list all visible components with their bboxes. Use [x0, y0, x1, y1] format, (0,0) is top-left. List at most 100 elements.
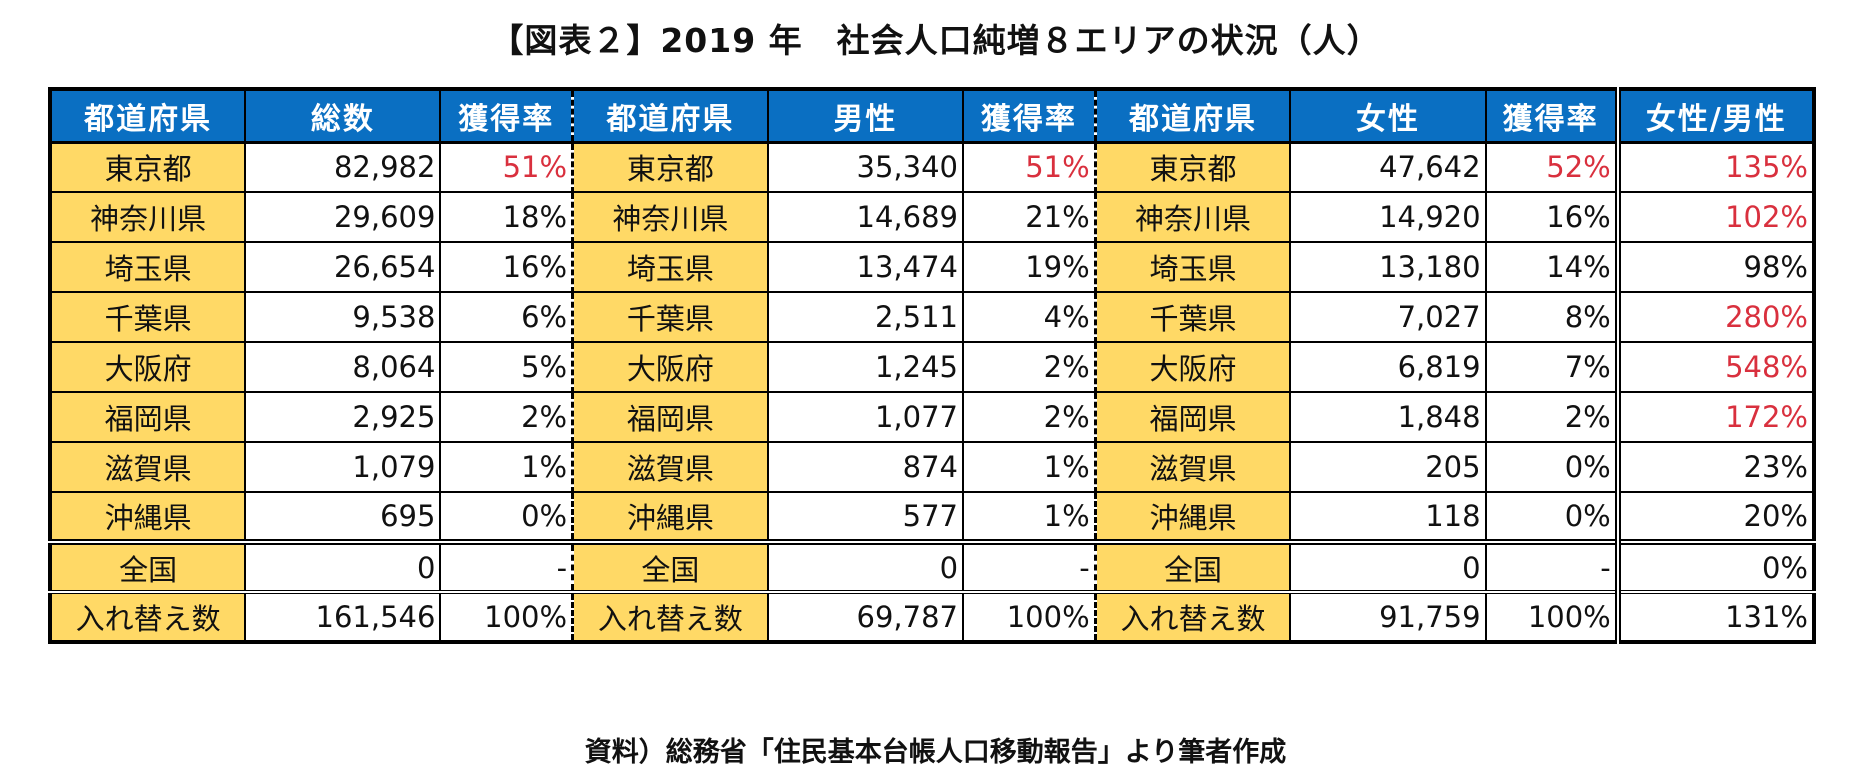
- header-cell: 総数: [244, 88, 442, 143]
- pref-cell: 千葉県: [1093, 291, 1292, 343]
- pref-cell: 千葉県: [48, 291, 247, 343]
- pref-cell: 大阪府: [48, 341, 247, 393]
- pref-cell: 神奈川県: [571, 191, 769, 243]
- male-cell: 14,689: [766, 191, 965, 243]
- header-cell: 獲得率: [962, 88, 1097, 143]
- pref-cell: 福岡県: [571, 391, 769, 443]
- female-rate-cell: -: [1484, 539, 1619, 593]
- header-cell: 女性/男性: [1614, 88, 1816, 143]
- total-rate-cell: 2%: [439, 391, 574, 443]
- pref-cell: 全国: [571, 539, 769, 593]
- female-cell: 14,920: [1289, 191, 1487, 243]
- female-cell: 6,819: [1289, 341, 1487, 393]
- total-rate-cell: 51%: [439, 140, 574, 193]
- female-rate-cell: 2%: [1484, 391, 1619, 443]
- male-rate-cell: 2%: [962, 391, 1097, 443]
- table-row: 滋賀県 1,079 1% 滋賀県 874 1% 滋賀県 205 0% 23%: [48, 441, 1816, 493]
- header-cell: 獲得率: [1484, 88, 1619, 143]
- total-cell: 0: [244, 539, 442, 593]
- ratio-cell: 548%: [1614, 341, 1816, 393]
- male-cell: 35,340: [766, 140, 965, 193]
- pref-cell: 滋賀県: [571, 441, 769, 493]
- male-cell: 874: [766, 441, 965, 493]
- total-rate-cell: 16%: [439, 241, 574, 293]
- pref-cell: 埼玉県: [571, 241, 769, 293]
- header-cell: 男性: [766, 88, 965, 143]
- male-rate-cell: 1%: [962, 491, 1097, 543]
- male-cell: 13,474: [766, 241, 965, 293]
- pref-cell: 入れ替え数: [1093, 590, 1292, 643]
- male-cell: 1,077: [766, 391, 965, 443]
- female-rate-cell: 52%: [1484, 140, 1619, 193]
- total-cell: 26,654: [244, 241, 442, 293]
- male-rate-cell: -: [962, 539, 1097, 593]
- table-row: 入れ替え数 161,546 100% 入れ替え数 69,787 100% 入れ替え数 91,7…: [48, 590, 1816, 643]
- table-row: 千葉県 9,538 6% 千葉県 2,511 4% 千葉県 7,027 8% 280%: [48, 291, 1816, 343]
- total-rate-cell: 100%: [439, 590, 574, 643]
- pref-cell: 東京都: [571, 140, 769, 193]
- total-rate-cell: 18%: [439, 191, 574, 243]
- female-rate-cell: 14%: [1484, 241, 1619, 293]
- pref-cell: 千葉県: [571, 291, 769, 343]
- male-cell: 2,511: [766, 291, 965, 343]
- header-cell: 獲得率: [439, 88, 574, 143]
- male-cell: 0: [766, 539, 965, 593]
- total-cell: 161,546: [244, 590, 442, 643]
- pref-cell: 沖縄県: [48, 491, 247, 543]
- female-rate-cell: 8%: [1484, 291, 1619, 343]
- pref-cell: 福岡県: [48, 391, 247, 443]
- pref-cell: 大阪府: [571, 341, 769, 393]
- pref-cell: 沖縄県: [571, 491, 769, 543]
- header-cell: 都道府県: [571, 88, 769, 143]
- female-cell: 0: [1289, 539, 1487, 593]
- total-rate-cell: 1%: [439, 441, 574, 493]
- female-rate-cell: 100%: [1484, 590, 1619, 643]
- ratio-cell: 0%: [1614, 539, 1816, 593]
- pref-cell: 滋賀県: [48, 441, 247, 493]
- ratio-cell: 135%: [1614, 140, 1816, 193]
- table-row: 東京都 82,982 51% 東京都 35,340 51% 東京都 47,642 52% 135%: [48, 140, 1816, 193]
- table-row: 福岡県 2,925 2% 福岡県 1,077 2% 福岡県 1,848 2% 172%: [48, 391, 1816, 443]
- table-row: 大阪府 8,064 5% 大阪府 1,245 2% 大阪府 6,819 7% 548%: [48, 341, 1816, 393]
- female-cell: 47,642: [1289, 140, 1487, 193]
- male-rate-cell: 4%: [962, 291, 1097, 343]
- header-row: 都道府県 総数 獲得率 都道府県 男性 獲得率 都道府県 女性 獲得率 女性/男…: [48, 88, 1816, 143]
- pref-cell: 大阪府: [1093, 341, 1292, 393]
- pref-cell: 神奈川県: [1093, 191, 1292, 243]
- population-table: 都道府県 総数 獲得率 都道府県 男性 獲得率 都道府県 女性 獲得率 女性/男…: [48, 87, 1816, 644]
- male-rate-cell: 100%: [962, 590, 1097, 643]
- header-cell: 女性: [1289, 88, 1487, 143]
- source-note: 資料）総務省「住民基本台帳人口移動報告」より筆者作成: [584, 737, 1287, 768]
- ratio-cell: 23%: [1614, 441, 1816, 493]
- total-cell: 1,079: [244, 441, 442, 493]
- pref-cell: 滋賀県: [1093, 441, 1292, 493]
- ratio-cell: 131%: [1614, 590, 1816, 643]
- female-rate-cell: 16%: [1484, 191, 1619, 243]
- total-cell: 695: [244, 491, 442, 543]
- ratio-cell: 172%: [1614, 391, 1816, 443]
- table-row: 埼玉県 26,654 16% 埼玉県 13,474 19% 埼玉県 13,180 14% 98%: [48, 241, 1816, 293]
- pref-cell: 東京都: [1093, 140, 1292, 193]
- pref-cell: 神奈川県: [48, 191, 247, 243]
- female-cell: 118: [1289, 491, 1487, 543]
- total-rate-cell: -: [439, 539, 574, 593]
- total-cell: 8,064: [244, 341, 442, 393]
- pref-cell: 全国: [1093, 539, 1292, 593]
- total-rate-cell: 5%: [439, 341, 574, 393]
- total-cell: 29,609: [244, 191, 442, 243]
- female-cell: 13,180: [1289, 241, 1487, 293]
- page-title: 【図表２】2019 年 社会人口純増８エリアの状況（人）: [490, 21, 1381, 60]
- male-cell: 577: [766, 491, 965, 543]
- total-cell: 9,538: [244, 291, 442, 343]
- total-cell: 2,925: [244, 391, 442, 443]
- total-rate-cell: 6%: [439, 291, 574, 343]
- table-row: 沖縄県 695 0% 沖縄県 577 1% 沖縄県 118 0% 20%: [48, 491, 1816, 543]
- male-rate-cell: 21%: [962, 191, 1097, 243]
- pref-cell: 埼玉県: [1093, 241, 1292, 293]
- total-rate-cell: 0%: [439, 491, 574, 543]
- pref-cell: 埼玉県: [48, 241, 247, 293]
- pref-cell: 全国: [48, 539, 247, 593]
- header-cell: 都道府県: [1093, 88, 1292, 143]
- male-rate-cell: 2%: [962, 341, 1097, 393]
- ratio-cell: 102%: [1614, 191, 1816, 243]
